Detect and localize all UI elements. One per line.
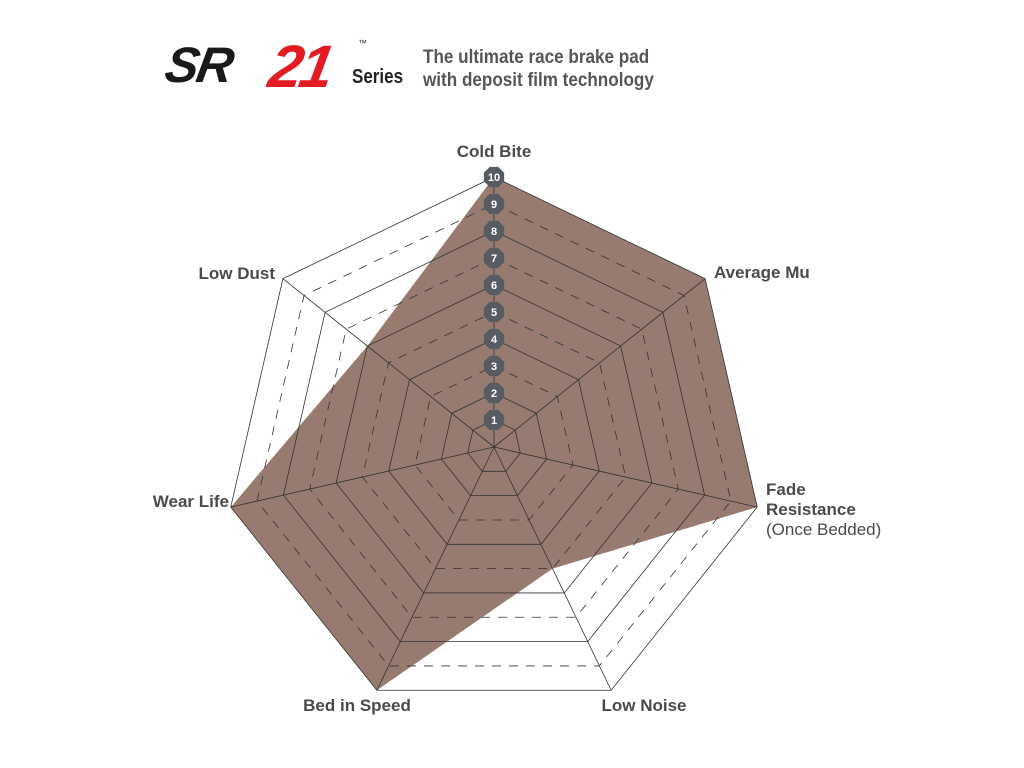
grid-ring-7 [309,257,679,618]
tick-badge [483,247,505,269]
grid-ring-3 [414,365,574,521]
tagline: The ultimate race brake pad with deposit… [423,46,654,92]
logo-series: Series [352,66,404,88]
axis-spoke [282,278,495,448]
axis-label: Fade Resistance (Once Bedded) [766,480,881,539]
logo-tm: ™ [358,38,367,48]
tagline-line1: The ultimate race brake pad [423,47,650,68]
axis-label: Cold Bite [457,142,532,161]
tick-label: 10 [488,172,500,184]
tick-badge [483,355,505,377]
grid-ring-8 [282,230,706,643]
axis-spoke [230,446,495,508]
tick-badge [483,166,505,188]
axis-label: Low Dust [199,264,276,283]
axis-label: Average Mu [714,263,810,282]
tick-badge [483,409,505,431]
tick-label: 2 [491,388,497,400]
grid-ring-5 [361,311,627,570]
tick-badge [483,193,505,215]
grid-ring-10 [230,176,758,691]
grid-ring-2 [440,392,548,497]
tick-badge [483,328,505,350]
tick-badge [483,274,505,296]
tick-label: 8 [491,226,497,238]
axis-label: Low Noise [601,696,686,715]
grid-ring-9 [256,203,732,667]
tick-badge [483,382,505,404]
tick-label: 9 [491,199,497,211]
tick-label: 5 [491,307,497,319]
tagline-line2: with deposit film technology [423,70,654,91]
tick-label: 7 [491,253,497,265]
grid-ring-4 [388,338,600,545]
grid-ring-1 [467,419,521,472]
tick-label: 4 [491,334,498,346]
tick-badge [483,220,505,242]
tick-label: 3 [491,361,497,373]
axis-spoke [493,446,758,508]
axis-label: Wear Life [153,492,229,511]
tick-badge [483,301,505,323]
tick-label: 6 [491,280,497,292]
grid-ring-6 [335,284,653,594]
axis-spoke [493,278,706,448]
axis-spoke [376,446,495,691]
axis-label: Bed in Speed [303,696,411,715]
axis-spoke [493,446,612,691]
tick-label: 1 [491,415,497,427]
